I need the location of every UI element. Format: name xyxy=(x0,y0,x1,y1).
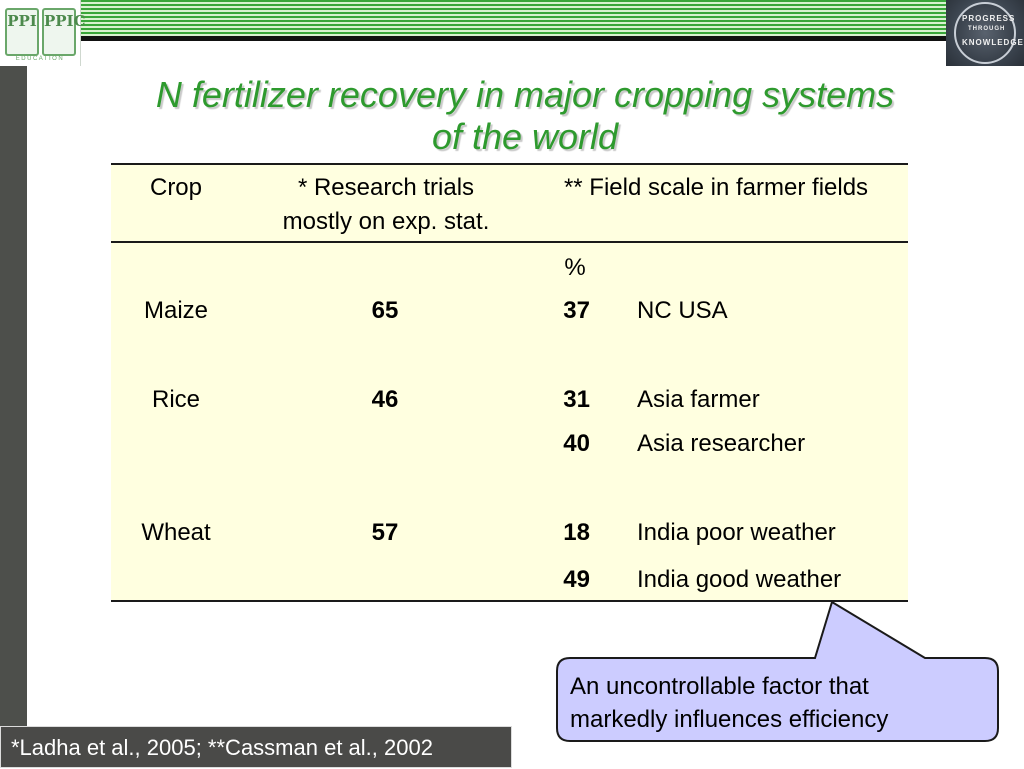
slide-title-line2: of the world xyxy=(431,116,619,157)
table-row-research: 57 xyxy=(371,519,399,546)
table-top-rule xyxy=(111,163,908,165)
table-row-crop: Rice xyxy=(151,386,200,413)
logo-globe-icon xyxy=(954,2,1016,64)
left-sidebar-bar xyxy=(0,0,27,768)
ppi-logo: PPI PPIC EDUCATION xyxy=(0,0,86,66)
table-row-field-value: 49 xyxy=(563,566,590,593)
ppic-monogram: PPIC xyxy=(42,8,86,56)
slide-title: N fertilizer recovery in major cropping … xyxy=(100,74,950,158)
citation-footer: *Ladha et al., 2005; **Cassman et al., 2… xyxy=(0,726,512,768)
header-divider xyxy=(80,36,1024,41)
table-row-research: 46 xyxy=(371,386,399,413)
table-row-field-value: 18 xyxy=(563,519,590,546)
header-research-line1: * Research trials xyxy=(297,174,475,201)
table-row-crop: Maize xyxy=(143,297,209,324)
table-row-field-label: Asia researcher xyxy=(637,430,806,457)
progress-knowledge-logo: PROGRESS THROUGH KNOWLEDGE xyxy=(946,0,1024,66)
table-bottom-rule xyxy=(111,600,908,602)
data-table xyxy=(111,165,908,601)
logo-education-text: EDUCATION xyxy=(15,56,65,62)
logo-word-progress: PROGRESS xyxy=(962,14,1016,23)
table-header-rule xyxy=(111,241,908,243)
callout-line2: markedly influences efficiency xyxy=(570,706,889,733)
table-row-field-label: NC USA xyxy=(637,297,728,324)
table-row-crop: Wheat xyxy=(141,519,211,546)
header-field: ** Field scale in farmer fields xyxy=(563,174,869,201)
slide-title-line1: N fertilizer recovery in major cropping … xyxy=(155,74,895,115)
logo-word-knowledge: KNOWLEDGE xyxy=(962,38,1024,47)
callout-line1: An uncontrollable factor that xyxy=(570,673,869,700)
table-row-field-label: India good weather xyxy=(637,566,842,593)
table-row-field-label: India poor weather xyxy=(637,519,836,546)
callout-bubble xyxy=(556,600,999,742)
table-row-field-value: 31 xyxy=(563,386,590,413)
table-row-research: 65 xyxy=(371,297,399,324)
table-row-field-label: Asia farmer xyxy=(637,386,760,413)
callout-text: An uncontrollable factor that markedly i… xyxy=(570,670,990,736)
table-row-field-value: 37 xyxy=(563,297,590,324)
ppi-monogram: PPI xyxy=(5,8,39,56)
header-crop: Crop xyxy=(149,174,203,201)
logo-word-through: THROUGH xyxy=(968,26,1006,32)
table-row-field-value: 40 xyxy=(563,430,590,457)
header-research-line2: mostly on exp. stat. xyxy=(282,208,490,235)
unit-label: % xyxy=(564,254,586,281)
header-stripes xyxy=(80,0,946,36)
